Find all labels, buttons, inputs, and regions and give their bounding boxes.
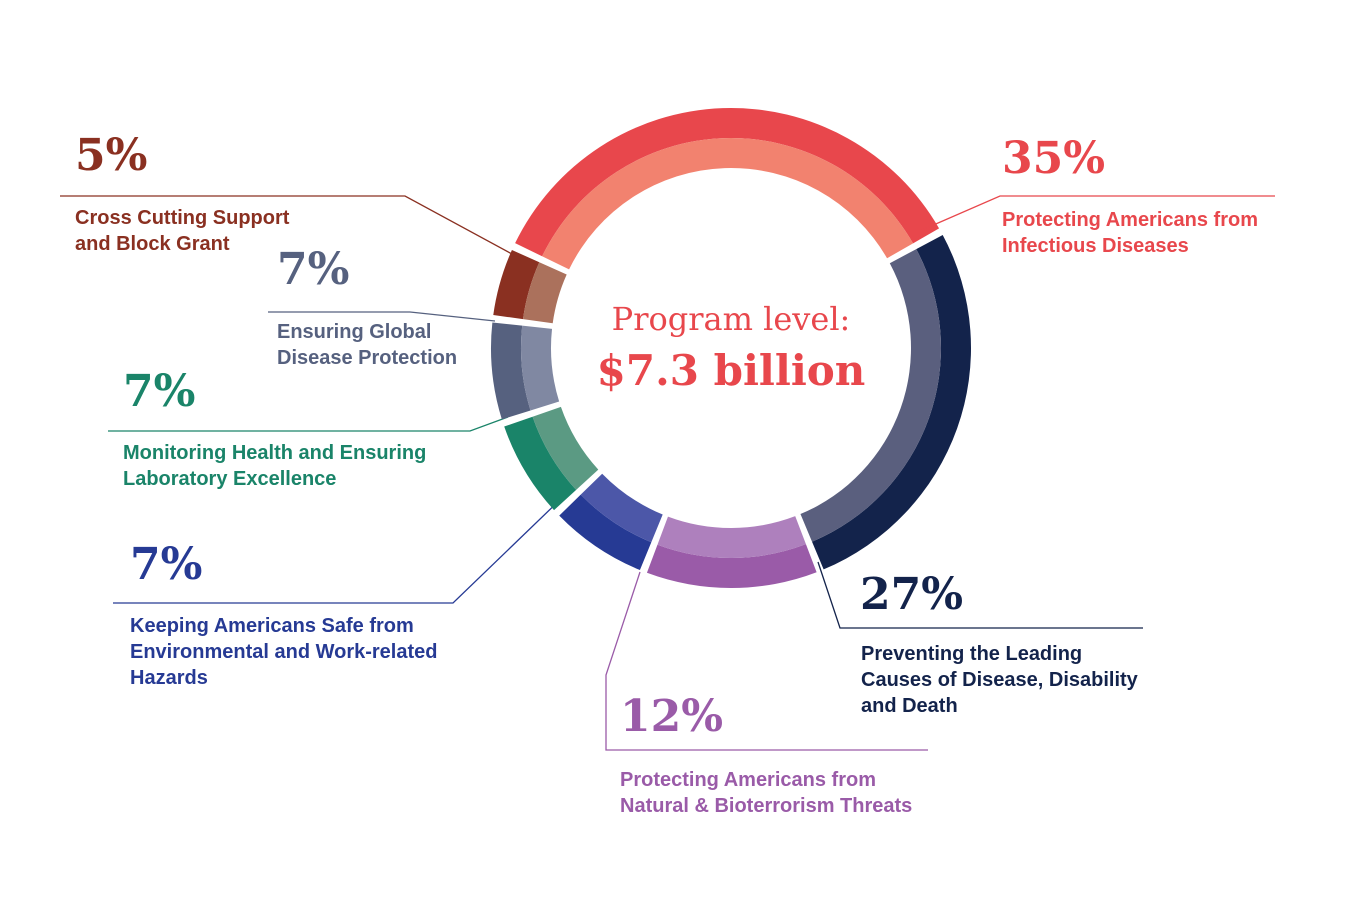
value-label: 12% bbox=[620, 691, 724, 742]
category-label: Cross Cutting Support and Block Grant bbox=[75, 207, 290, 255]
leader-line bbox=[60, 195, 513, 255]
center-total: $7.3 billion bbox=[596, 346, 866, 395]
value-label: 5% bbox=[75, 130, 148, 181]
donut-segment-inner bbox=[522, 262, 567, 324]
category-label: Keeping Americans Safe from Environmenta… bbox=[130, 615, 438, 689]
value-label: 7% bbox=[130, 539, 203, 590]
donut-segment-outer bbox=[812, 234, 972, 570]
category-label: Monitoring Health and Ensuring Laborator… bbox=[123, 442, 427, 490]
category-label: Ensuring Global Disease Protection bbox=[277, 321, 458, 369]
value-label: 7% bbox=[277, 244, 350, 295]
donut-segment-outer bbox=[493, 250, 540, 320]
category-label: Protecting Americans from Infectious Dis… bbox=[1002, 209, 1258, 257]
leader-line bbox=[817, 561, 1143, 629]
donut-segment-outer bbox=[515, 107, 940, 257]
category-label: Protecting Americans from Natural & Biot… bbox=[620, 769, 913, 817]
donut-segment-inner bbox=[532, 406, 599, 490]
leader-line bbox=[605, 571, 928, 751]
value-label: 7% bbox=[123, 366, 196, 417]
value-label: 35% bbox=[1002, 133, 1106, 184]
leader-line bbox=[113, 493, 567, 604]
leader-line bbox=[108, 416, 509, 432]
donut-segment-outer bbox=[491, 322, 531, 420]
donut-segment-outer bbox=[559, 494, 652, 571]
donut-segment-inner bbox=[521, 325, 560, 411]
donut-segment-inner bbox=[800, 249, 942, 542]
category-label: Preventing the Leading Causes of Disease… bbox=[861, 643, 1138, 717]
value-label: 27% bbox=[860, 569, 964, 620]
donut-segment-outer bbox=[504, 416, 577, 511]
donut-segment-inner bbox=[542, 138, 914, 270]
donut-segment-inner bbox=[580, 473, 663, 543]
leader-line bbox=[921, 195, 1275, 231]
leader-line bbox=[268, 311, 496, 322]
donut-segment-inner bbox=[657, 516, 806, 559]
center-label: Program level: bbox=[611, 300, 851, 338]
donut-segment-outer bbox=[646, 544, 817, 588]
